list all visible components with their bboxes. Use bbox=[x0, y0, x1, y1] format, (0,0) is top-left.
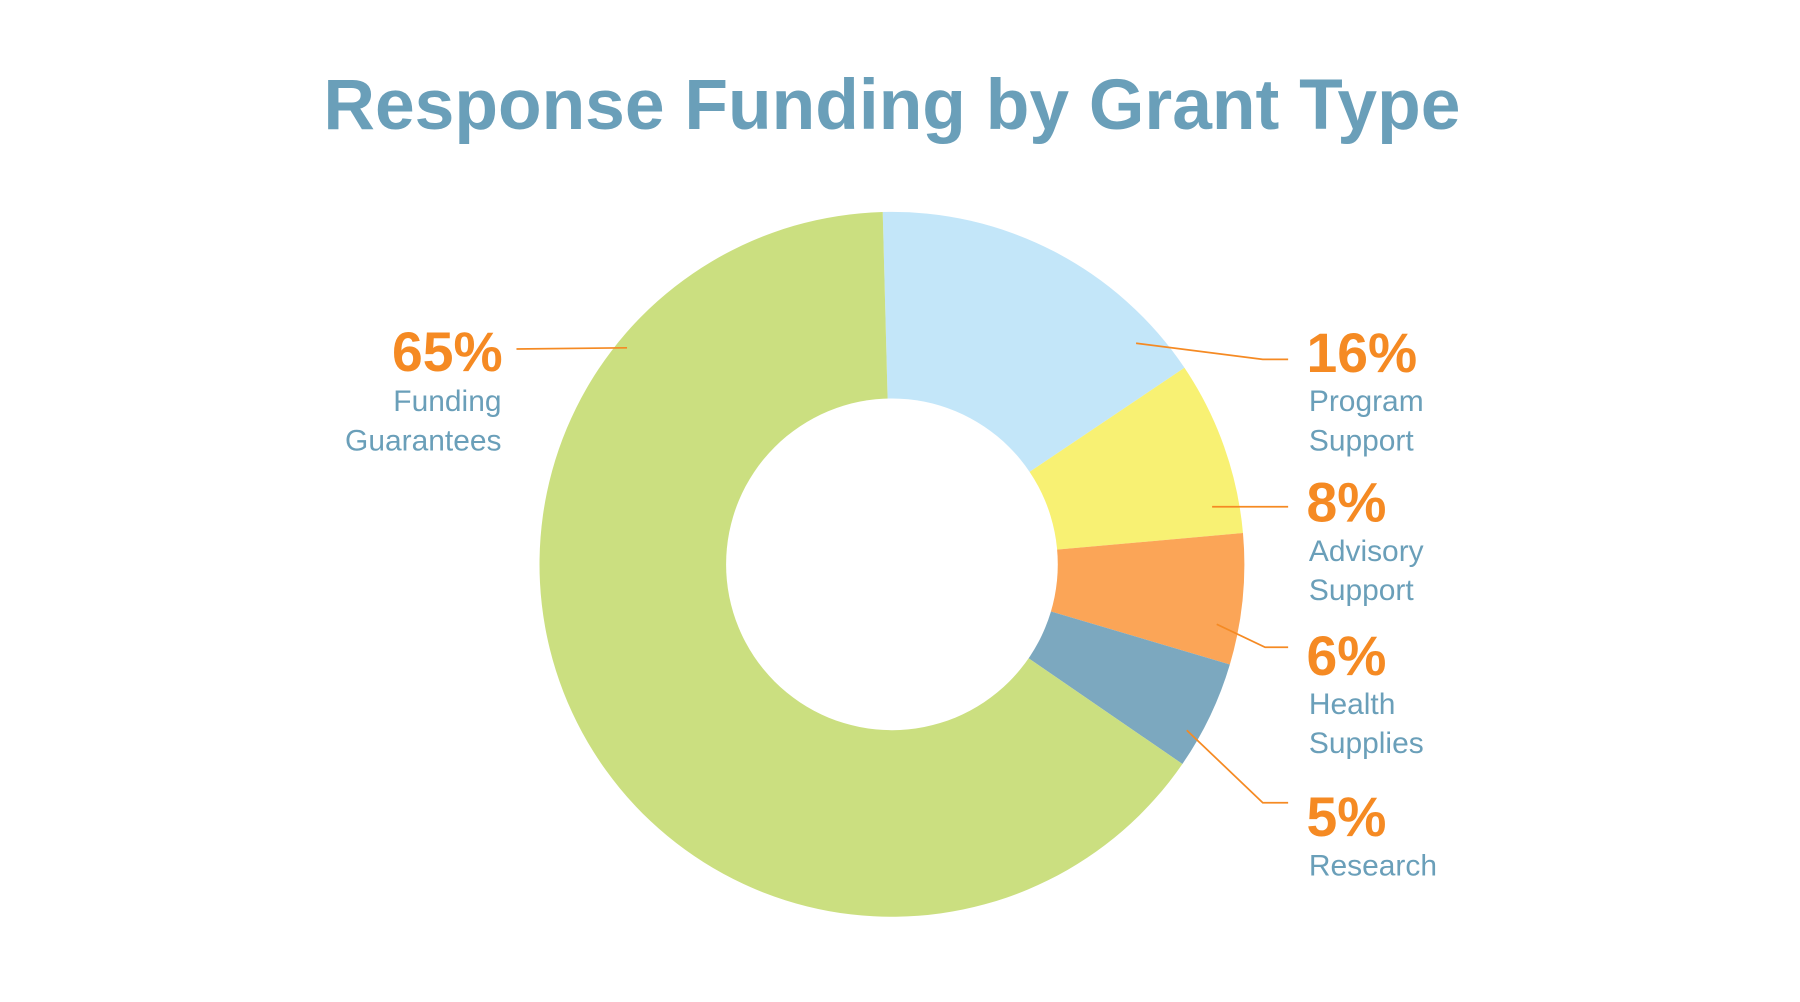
label-funding-guarantees: 65% Funding Guarantees bbox=[345, 321, 503, 457]
category-label: Health bbox=[1309, 688, 1396, 721]
label-advisory-support: 8% Advisory Support bbox=[1307, 472, 1424, 607]
leader-line-funding-guarantees bbox=[516, 346, 628, 350]
value-label: 5% bbox=[1307, 786, 1387, 848]
chart-title: Response Funding by Grant Type bbox=[323, 65, 1460, 145]
category-label: Program bbox=[1309, 385, 1424, 418]
value-label: 65% bbox=[392, 321, 503, 383]
value-label: 8% bbox=[1307, 472, 1387, 534]
category-label: Support bbox=[1309, 424, 1415, 457]
leader-line-program-support bbox=[1135, 342, 1289, 361]
category-label: Supplies bbox=[1309, 727, 1424, 760]
category-label: Support bbox=[1309, 574, 1415, 607]
leader-line-research bbox=[1186, 729, 1289, 804]
label-program-support: 16% Program Support bbox=[1307, 322, 1424, 457]
value-label: 16% bbox=[1307, 322, 1418, 384]
category-label: Guarantees bbox=[345, 424, 501, 457]
donut-hole bbox=[726, 398, 1058, 731]
value-label: 6% bbox=[1307, 625, 1387, 687]
category-label: Research bbox=[1309, 849, 1437, 882]
label-research: 5% Research bbox=[1307, 786, 1437, 882]
category-label: Advisory bbox=[1309, 535, 1424, 568]
label-health-supplies: 6% Health Supplies bbox=[1307, 625, 1424, 760]
category-label: Funding bbox=[393, 385, 501, 418]
leader-line-health-supplies bbox=[1216, 623, 1289, 649]
